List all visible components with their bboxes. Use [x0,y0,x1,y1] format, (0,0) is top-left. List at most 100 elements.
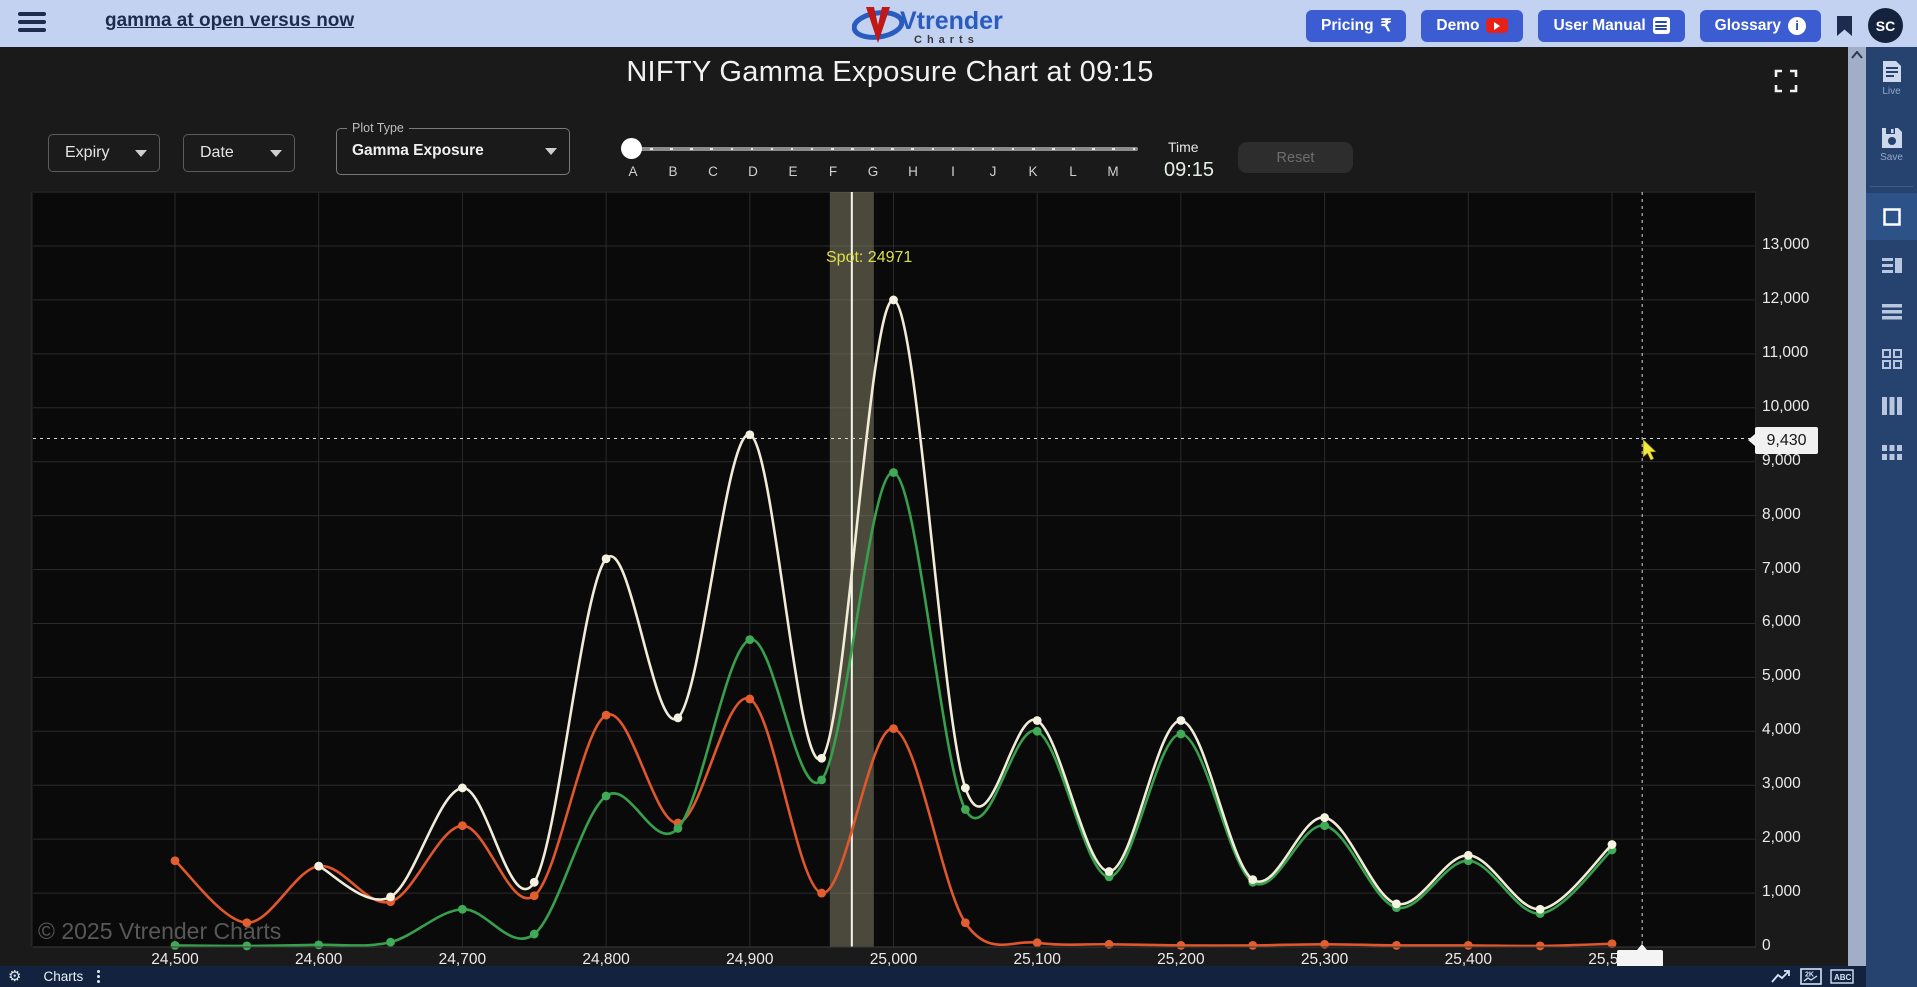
gamma-article-link[interactable]: gamma at open versus now [105,10,355,31]
green-line-point [1032,726,1042,736]
chevron-down-icon [135,149,147,157]
slider-letter[interactable]: E [788,164,798,179]
layout-grid-2x2-button[interactable] [1866,349,1917,369]
resolution-2k-icon[interactable]: 2K [1800,968,1822,985]
slider-tick [650,147,653,151]
orange-line-point [1032,938,1042,948]
y-axis-label: 1,000 [1762,883,1801,901]
pricing-button[interactable]: Pricing ₹ [1306,9,1407,42]
youtube-icon [1486,18,1509,33]
abc-labels-icon[interactable]: ABC [1830,969,1854,984]
cream-line-point [458,783,467,793]
slider-letter[interactable]: L [1069,164,1077,179]
y-axis-label: 9,000 [1762,451,1801,469]
slider-tick [911,147,914,151]
reset-button[interactable]: Reset [1238,142,1353,173]
y-axis-label: 3,000 [1762,775,1801,793]
avatar[interactable]: SC [1868,8,1903,43]
slider-letter[interactable]: J [989,164,997,179]
layout-columns-button[interactable] [1866,397,1917,415]
orange-line-point [1392,940,1401,950]
cream-line-point [817,753,827,763]
orange-line [174,697,1613,948]
slider-letter[interactable]: H [908,164,918,179]
demo-button[interactable]: Demo [1421,9,1524,42]
layout-single-pane-button[interactable] [1866,193,1917,240]
slider-tick [1011,147,1015,151]
plot-type-label: Plot Type [347,121,409,135]
document-icon [1652,17,1670,34]
save-button[interactable]: Save [1866,127,1917,163]
slider-tick [690,147,693,151]
settings-gear-icon[interactable]: ⚙ [8,967,22,985]
glossary-button[interactable]: Glossary i [1699,9,1821,42]
date-select[interactable]: Date [183,134,295,172]
save-icon [1881,128,1902,148]
bottom-right-tools: 2K ABC [1770,968,1854,985]
bookmark-icon[interactable] [1836,15,1853,37]
orange-line-point [170,856,180,866]
more-options-icon[interactable] [97,970,101,983]
orange-line-point [1248,940,1258,950]
green-line-point [1104,872,1114,882]
slider-letter[interactable]: F [828,164,838,179]
user-manual-button[interactable]: User Manual [1538,9,1685,42]
green-line-point [1607,845,1617,855]
layout-grid-3x3-button[interactable] [1866,445,1917,461]
cream-line [318,298,1613,911]
x-axis-label: 25,200 [1157,951,1205,968]
layout-rows-button[interactable] [1866,303,1917,321]
plot-type-value: Gamma Exposure [352,142,484,159]
slider-track[interactable] [630,147,1138,151]
green-line [174,471,1613,948]
vtrender-logo[interactable]: Vtrender Charts [851,1,1012,46]
slider-tick [750,147,754,151]
svg-text:ABC: ABC [1834,973,1852,982]
orange-line-point [960,918,970,928]
slider-letter[interactable]: B [668,164,678,179]
layout-list-pane-button[interactable] [1866,257,1917,275]
plot-type-select[interactable]: Plot Type Gamma Exposure [336,121,570,175]
fullscreen-icon[interactable] [1768,68,1798,94]
green-line-point [529,929,539,939]
slider-letter[interactable]: G [867,164,879,179]
time-label: Time [1168,139,1199,155]
cream-line-point [1032,716,1042,725]
live-button[interactable]: Live [1866,60,1917,97]
slider-tick [730,147,733,151]
copyright-watermark: © 2025 Vtrender Charts [38,918,282,944]
y-axis-label: 4,000 [1762,721,1801,739]
expiry-select[interactable]: Expiry [48,134,160,172]
green-line-point [1463,856,1473,866]
y-axis-label: 2,000 [1762,829,1801,847]
slider-tick [831,147,834,151]
slider-tick [851,147,854,151]
slider-tick [951,147,955,151]
cream-line-point [1463,850,1473,860]
x-axis-label: 24,700 [438,951,487,968]
scrollbar[interactable] [1848,47,1866,966]
slider-letter[interactable]: D [748,164,758,179]
slider-letter[interactable]: C [708,164,718,179]
slider-letter[interactable]: A [628,164,638,179]
trend-line-icon[interactable] [1770,969,1792,985]
slider-tick [1032,147,1035,151]
orange-line-point [1320,939,1329,949]
slider-letter[interactable]: I [951,164,955,179]
green-line-point [745,635,755,645]
plot-area [33,192,1756,947]
charts-tab[interactable]: Charts [43,969,84,984]
chevron-down-icon [545,148,557,155]
list-pane-icon [1881,258,1902,273]
orange-line-point [1176,940,1186,950]
slider-letter[interactable]: M [1107,164,1119,179]
sidebar-divider [1870,186,1913,187]
cream-line-point [745,430,755,440]
slider-letter[interactable]: K [1028,164,1038,179]
cream-line-point [1392,899,1401,909]
green-line-point [1535,909,1545,918]
slider-thumb[interactable] [621,138,642,159]
y-axis-label: 6,000 [1762,613,1801,631]
mouse-cursor [1642,438,1657,461]
menu-icon[interactable] [18,12,46,34]
